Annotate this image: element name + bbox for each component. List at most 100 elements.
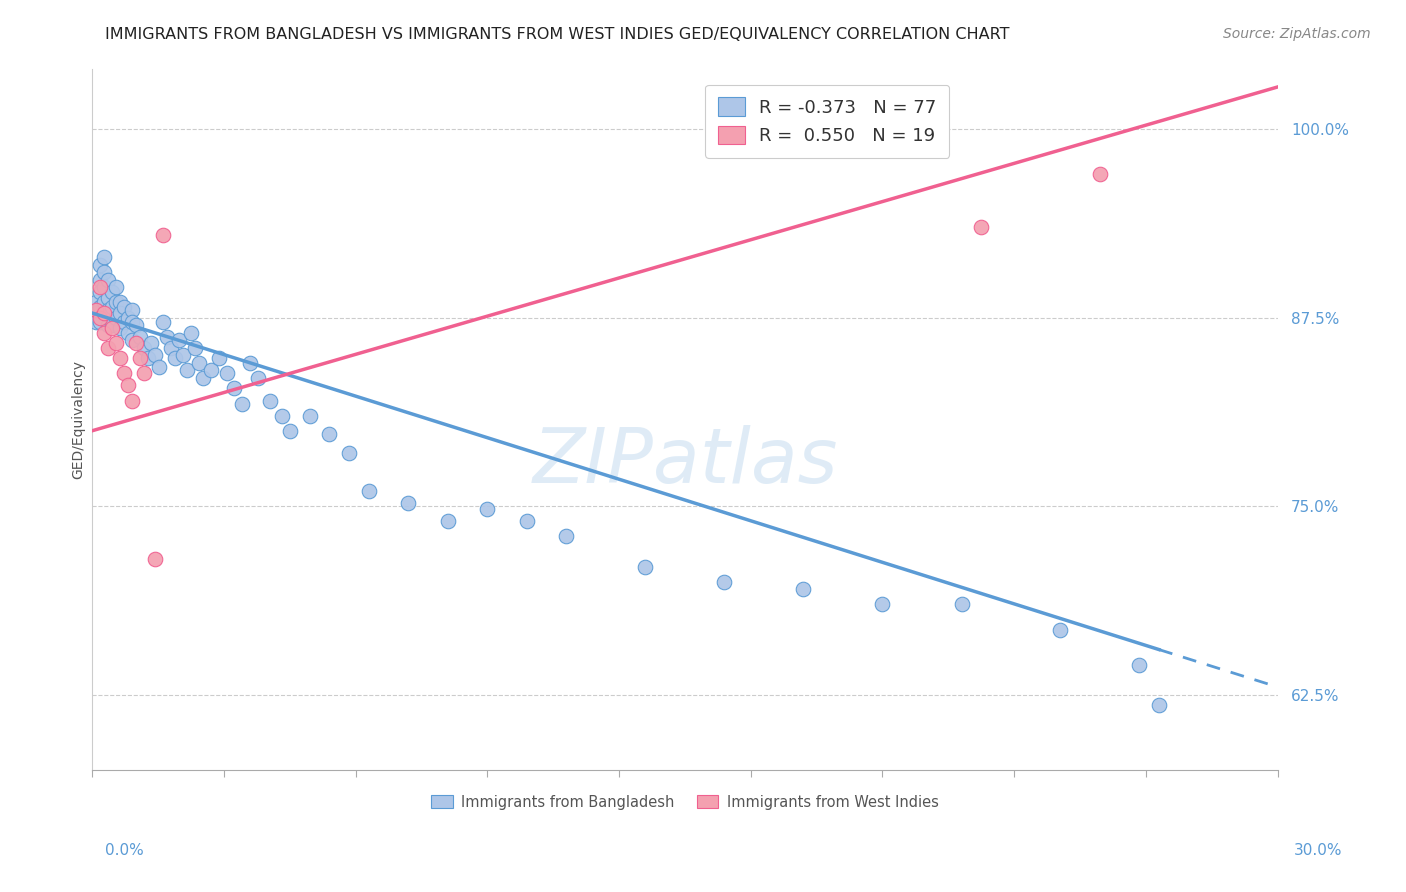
Point	[84, 295, 107, 310]
Point	[970, 219, 993, 234]
Point	[259, 393, 281, 408]
Point	[215, 367, 238, 381]
Point	[1049, 623, 1071, 637]
Point	[145, 552, 167, 566]
Point	[1128, 657, 1150, 672]
Point	[167, 333, 190, 347]
Point	[207, 351, 229, 366]
Point	[145, 348, 167, 362]
Point	[117, 310, 139, 325]
Point	[634, 559, 657, 574]
Point	[128, 330, 150, 344]
Point	[112, 367, 135, 381]
Point	[108, 295, 131, 310]
Point	[84, 315, 107, 329]
Point	[136, 351, 159, 366]
Point	[516, 514, 538, 528]
Point	[89, 300, 111, 314]
Point	[93, 295, 115, 310]
Point	[93, 280, 115, 294]
Point	[337, 446, 360, 460]
Point	[84, 303, 107, 318]
Legend: Immigrants from Bangladesh, Immigrants from West Indies: Immigrants from Bangladesh, Immigrants f…	[425, 789, 945, 815]
Point	[184, 341, 207, 355]
Point	[152, 227, 174, 242]
Point	[270, 409, 292, 423]
Point	[121, 393, 143, 408]
Point	[89, 273, 111, 287]
Point	[121, 333, 143, 347]
Point	[97, 273, 120, 287]
Point	[396, 496, 419, 510]
Point	[104, 336, 127, 351]
Point	[101, 318, 124, 332]
Point	[172, 348, 194, 362]
Point	[555, 529, 578, 543]
Point	[176, 363, 198, 377]
Point	[141, 336, 163, 351]
Point	[101, 285, 124, 299]
Point	[89, 280, 111, 294]
Point	[108, 351, 131, 366]
Point	[93, 306, 115, 320]
Point	[152, 315, 174, 329]
Point	[124, 336, 146, 351]
Point	[165, 351, 187, 366]
Point	[104, 310, 127, 325]
Point	[97, 291, 120, 305]
Point	[93, 265, 115, 279]
Point	[89, 285, 111, 299]
Point	[101, 321, 124, 335]
Point	[437, 514, 460, 528]
Point	[89, 258, 111, 272]
Point	[357, 484, 380, 499]
Point	[101, 300, 124, 314]
Point	[93, 326, 115, 340]
Text: IMMIGRANTS FROM BANGLADESH VS IMMIGRANTS FROM WEST INDIES GED/EQUIVALENCY CORREL: IMMIGRANTS FROM BANGLADESH VS IMMIGRANTS…	[105, 27, 1010, 42]
Point	[1088, 167, 1111, 181]
Point	[180, 326, 202, 340]
Point	[950, 597, 973, 611]
Point	[104, 295, 127, 310]
Point	[191, 371, 214, 385]
Point	[97, 341, 120, 355]
Point	[247, 371, 270, 385]
Point	[108, 306, 131, 320]
Point	[117, 326, 139, 340]
Point	[112, 315, 135, 329]
Point	[187, 356, 209, 370]
Point	[124, 318, 146, 332]
Y-axis label: GED/Equivalency: GED/Equivalency	[72, 360, 86, 479]
Point	[132, 341, 155, 355]
Point	[224, 382, 246, 396]
Point	[278, 424, 301, 438]
Point	[128, 351, 150, 366]
Point	[1147, 698, 1170, 713]
Point	[117, 378, 139, 392]
Point	[156, 330, 179, 344]
Point	[148, 360, 170, 375]
Point	[97, 303, 120, 318]
Point	[239, 356, 262, 370]
Text: 30.0%: 30.0%	[1295, 843, 1343, 858]
Point	[231, 396, 253, 410]
Point	[792, 582, 814, 597]
Text: Source: ZipAtlas.com: Source: ZipAtlas.com	[1223, 27, 1371, 41]
Point	[84, 306, 107, 320]
Point	[160, 341, 183, 355]
Point	[108, 321, 131, 335]
Point	[872, 597, 894, 611]
Point	[97, 318, 120, 332]
Point	[132, 367, 155, 381]
Point	[112, 300, 135, 314]
Text: ZIPatlas: ZIPatlas	[533, 425, 838, 499]
Point	[713, 574, 735, 589]
Point	[104, 280, 127, 294]
Point	[121, 315, 143, 329]
Point	[200, 363, 222, 377]
Point	[93, 250, 115, 264]
Point	[318, 426, 340, 441]
Point	[89, 310, 111, 325]
Text: 0.0%: 0.0%	[105, 843, 145, 858]
Point	[121, 303, 143, 318]
